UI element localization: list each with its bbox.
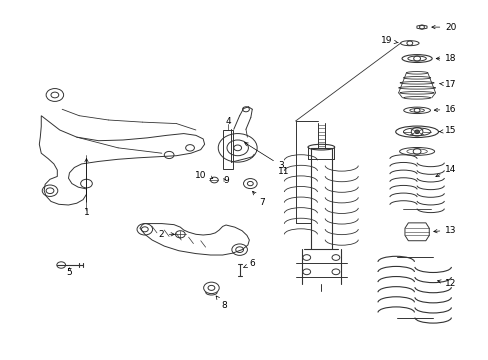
- Text: 3: 3: [244, 143, 284, 170]
- Text: 8: 8: [216, 296, 226, 310]
- Text: 20: 20: [431, 23, 456, 32]
- Text: 15: 15: [439, 126, 456, 135]
- Text: 6: 6: [244, 260, 255, 269]
- Text: 13: 13: [433, 225, 456, 234]
- Text: 2: 2: [158, 230, 174, 239]
- Text: 11: 11: [278, 167, 289, 176]
- Text: 18: 18: [435, 54, 456, 63]
- Circle shape: [414, 130, 419, 134]
- Text: 5: 5: [66, 268, 72, 277]
- Text: 14: 14: [435, 165, 456, 177]
- Text: 16: 16: [433, 105, 456, 114]
- Text: 17: 17: [439, 80, 456, 89]
- Text: 10: 10: [195, 171, 206, 180]
- Text: 19: 19: [381, 36, 398, 45]
- Text: 7: 7: [252, 191, 264, 207]
- Text: 9: 9: [223, 176, 229, 185]
- Text: 1: 1: [83, 208, 89, 217]
- Text: 4: 4: [224, 117, 230, 126]
- Text: 12: 12: [437, 279, 456, 288]
